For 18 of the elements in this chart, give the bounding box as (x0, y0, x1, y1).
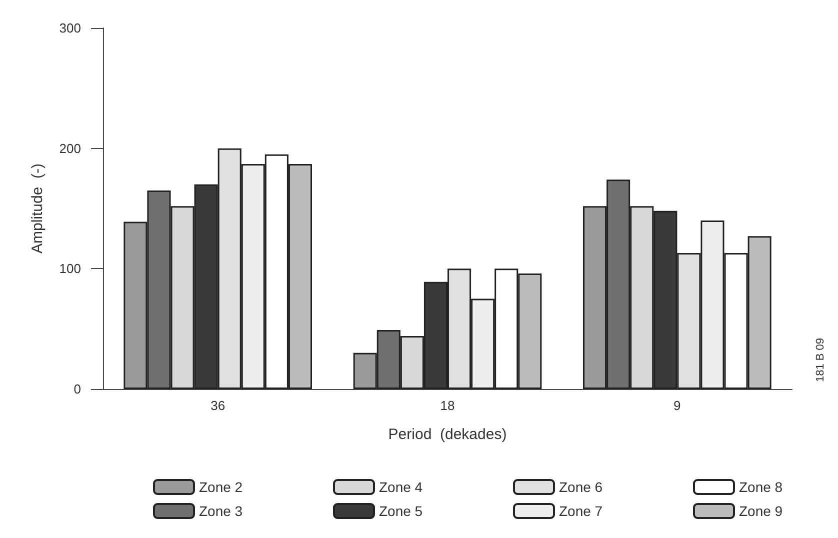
legend-label: Zone 5 (379, 503, 423, 519)
x-axis-title: Period (dekades) (388, 426, 507, 443)
legend-label: Zone 4 (379, 479, 423, 495)
legend-label: Zone 3 (199, 503, 243, 519)
x-tick-label: 9 (674, 398, 681, 413)
y-tick-label: 100 (59, 261, 81, 276)
legend-label: Zone 6 (559, 479, 603, 495)
legend-label: Zone 7 (559, 503, 603, 519)
text: 181 B 09 (814, 338, 826, 382)
legend-label: Zone 2 (199, 479, 243, 495)
legend-label: Zone 8 (739, 479, 783, 495)
y-tick-label: 200 (59, 140, 81, 156)
x-tick-label: 36 (210, 398, 226, 413)
x-tick-label: 18 (440, 398, 455, 413)
y-tick-label: 0 (74, 382, 81, 396)
y-axis-title: Amplitude (-) (29, 163, 46, 254)
y-tick-label: 300 (59, 20, 81, 36)
legend-label: Zone 9 (739, 503, 783, 519)
